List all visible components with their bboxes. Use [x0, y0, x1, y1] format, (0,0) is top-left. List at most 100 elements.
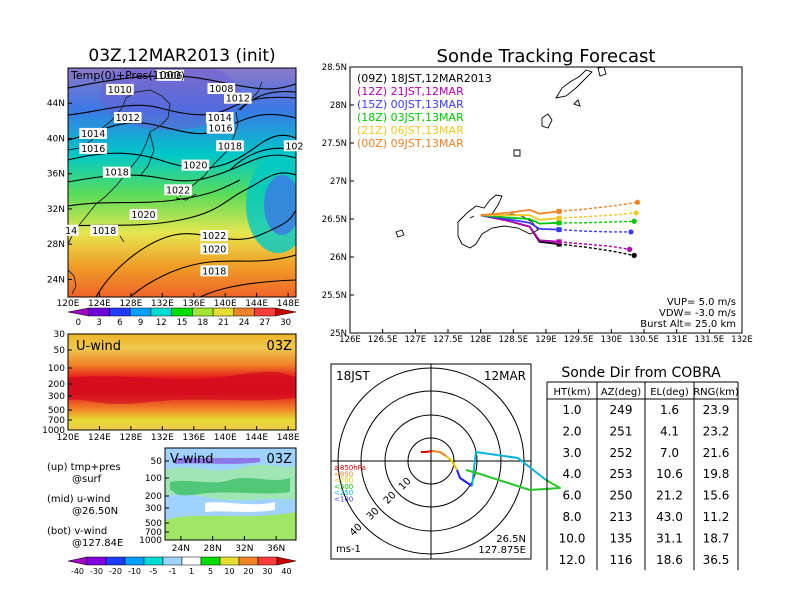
pressure-tick-label: 200 [145, 492, 162, 502]
colorbar-swatch [233, 307, 255, 317]
colorbar-label: 6 [117, 318, 122, 328]
lat-tick-label: 32N [235, 544, 253, 554]
colorbar-label: 21 [218, 318, 229, 328]
description-line: (up) tmp+pres [47, 462, 121, 473]
table-cell: 4.0 [562, 467, 581, 481]
colorbar-label: -20 [109, 567, 122, 576]
pressure-tick-label: 700 [145, 528, 162, 538]
lon-tick-label: 140E [214, 299, 237, 309]
track-endpoint-1 [627, 246, 633, 252]
table-cell: 7.0 [660, 446, 679, 460]
u-wind-lon-axis: 120E 124E 128E 132E 136E 140E 144E 148E [57, 426, 300, 443]
colorbar-swatch [150, 307, 172, 317]
table-cell: 116 [610, 553, 633, 567]
lon-tick-label: 144E [245, 433, 268, 443]
table-cell: 3.0 [562, 446, 581, 460]
colorbar-swatch [67, 556, 88, 566]
track-endpoint-3 [631, 218, 637, 224]
colorbar-label: 5 [208, 567, 213, 576]
pressure-tick-label: 30 [54, 330, 66, 340]
table-cell: 18.6 [656, 553, 683, 567]
isobar-label-bg [283, 140, 306, 152]
pressure-tick-label: 700 [48, 416, 65, 426]
lat-tick-label: 44N [47, 99, 65, 109]
hodograph [421, 450, 561, 491]
table-cell: 249 [610, 403, 633, 417]
description-sub: @127.84E [72, 538, 123, 549]
table-header-cell: RNG(km) [693, 387, 739, 398]
pressure-tick-label: 1000 [42, 426, 65, 436]
track-line-3 [480, 214, 560, 225]
table-cell: 18.7 [703, 531, 730, 545]
table-cell: 251 [610, 424, 633, 438]
coastlines [68, 81, 263, 295]
track-legend-entry: (00Z) 09JST,13MAR [357, 137, 464, 150]
isobar-label: 1018 [218, 141, 242, 152]
track-marker-4 [556, 215, 562, 221]
isobar-label: 1020 [183, 161, 207, 172]
polar-lat: 26.5N [496, 534, 526, 545]
colorbar-swatch [129, 307, 152, 317]
isobar-label-bg [224, 92, 252, 104]
track-line-4 [480, 214, 560, 221]
table-header-cell: AZ(deg) [601, 387, 641, 398]
track-line-5 [480, 208, 560, 217]
colorbar-label: 12 [156, 318, 167, 328]
lat-tick-label: 36N [47, 170, 65, 180]
isobar-label-bg [90, 224, 118, 236]
panel-descriptions: (up) tmp+pres@surf (mid) u-wind@26.50N (bo… [47, 462, 123, 549]
pressure-tick-label: 50 [54, 346, 66, 356]
colorbar-swatch [219, 556, 240, 566]
polar-level-label: <700 [334, 477, 353, 485]
colorbar-swatch [109, 307, 131, 317]
track-lat-tick-label: 26N [330, 253, 347, 263]
colorbar-label: -5 [150, 567, 158, 576]
lat-tick-label: 36N [267, 544, 285, 554]
isobar-label: 1022 [202, 231, 226, 242]
isobar-label: 1012 [116, 113, 140, 124]
table-cell: 36.5 [703, 553, 730, 567]
colorbar-label: 30 [280, 318, 291, 328]
polar-unit: ms-1 [336, 544, 361, 555]
isobar-label: 1012 [226, 94, 250, 105]
v-wind-colorbar: -40 -30 -20 -10 -5 -1 1 5 10 20 30 40 [67, 556, 297, 576]
polar-level-legend: ≥850hPa<850<700<500<250<100 [334, 464, 366, 504]
colorbar-label: -40 [71, 567, 84, 576]
surface-map-panel: 03Z,12MAR2013 (init) [47, 46, 306, 328]
colorbar-label: 1 [189, 567, 194, 576]
v-wind-time: 03Z [267, 452, 293, 467]
description-line: (bot) v-wind [47, 526, 107, 537]
polar-level-label: <500 [334, 483, 353, 491]
pressure-tick-label: 100 [48, 364, 65, 374]
map-lon-axis: 120E 124E 128E 132E 136E 140E 144E 148E [57, 293, 300, 309]
track-endpoint-2 [628, 229, 634, 235]
track-line-dashed-5 [559, 201, 638, 213]
lon-tick-label: 124E [88, 299, 111, 309]
sonde-parameter: Burst Alt= 25.0 km [640, 319, 736, 330]
isobar-label-bg [129, 208, 158, 220]
pressure-tick-label: 200 [48, 380, 65, 390]
track-lat-tick-label: 28N [330, 101, 347, 111]
lon-tick-label: 132E [151, 299, 174, 309]
lat-tick-label: 40N [47, 134, 65, 144]
colorbar-label: 3 [96, 318, 101, 328]
description-sub: @26.50N [72, 506, 118, 517]
colorbar-swatch [192, 307, 214, 317]
colorbar-swatch [181, 556, 202, 566]
isobar-label: 1006 [158, 71, 182, 82]
track-lon-tick-label: 126E [339, 335, 361, 345]
track-endpoint-4 [633, 210, 639, 216]
colorbar-label: -10 [128, 567, 141, 576]
isobar-label: 1010 [108, 85, 132, 96]
v-wind-lat-axis: 24N 28N 32N 36N [172, 536, 285, 554]
map-lat-axis: 24N 28N 32N 36N 40N 44N [47, 99, 72, 285]
table-cell: 23.2 [703, 424, 730, 438]
tracking-forecast-panel: Sonde Tracking Forecast (09Z) 18JST,12MA… [322, 46, 753, 345]
u-wind-label: U-wind [76, 339, 121, 354]
polar-level-label: ≥850hPa [334, 464, 366, 472]
isobar-label: 1020 [202, 244, 226, 255]
polar-lon: 127.875E [478, 545, 526, 556]
table-cell: 10.6 [656, 467, 683, 481]
